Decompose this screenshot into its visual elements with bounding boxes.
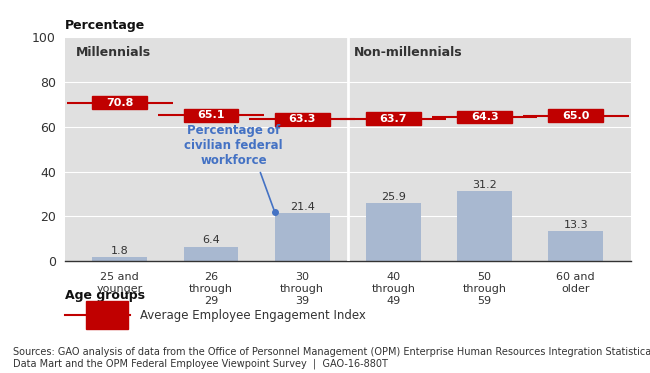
Text: 63.7: 63.7 <box>380 113 407 123</box>
Text: Sources: GAO analysis of data from the Office of Personnel Management (OPM) Ente: Sources: GAO analysis of data from the O… <box>13 347 650 369</box>
Text: Percentage of
civilian federal
workforce: Percentage of civilian federal workforce <box>185 124 283 210</box>
Bar <box>549 231 603 261</box>
Bar <box>457 111 512 123</box>
Bar <box>92 257 147 261</box>
Bar <box>366 203 421 261</box>
Text: Age groups: Age groups <box>65 289 145 302</box>
Text: Percentage: Percentage <box>65 19 145 32</box>
Text: 13.3: 13.3 <box>564 220 588 230</box>
Text: 6.4: 6.4 <box>202 235 220 245</box>
Text: 63.3: 63.3 <box>289 115 316 125</box>
Text: 31.2: 31.2 <box>472 180 497 190</box>
Text: Non-millennials: Non-millennials <box>354 46 462 59</box>
Text: Average Employee Engagement Index: Average Employee Engagement Index <box>140 309 365 322</box>
Text: 64.3: 64.3 <box>471 112 499 122</box>
Text: x: x <box>104 310 110 320</box>
Text: 65.1: 65.1 <box>197 110 225 120</box>
Text: 1.8: 1.8 <box>111 246 129 256</box>
Bar <box>183 247 239 261</box>
Bar <box>183 109 239 122</box>
Bar <box>275 113 330 126</box>
Bar <box>275 213 330 261</box>
Text: 25.9: 25.9 <box>381 192 406 202</box>
Text: Millennials: Millennials <box>76 46 151 59</box>
Bar <box>366 112 421 125</box>
Bar <box>457 191 512 261</box>
Text: 21.4: 21.4 <box>290 202 315 212</box>
Text: 70.8: 70.8 <box>106 98 133 108</box>
Bar <box>549 109 603 122</box>
Text: 65.0: 65.0 <box>562 111 590 120</box>
Bar <box>92 96 147 109</box>
